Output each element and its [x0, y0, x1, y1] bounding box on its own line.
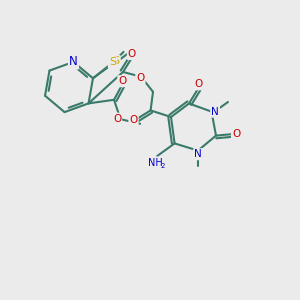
- Text: O: O: [118, 76, 127, 86]
- Text: O: O: [129, 115, 138, 125]
- Text: O: O: [136, 73, 145, 83]
- Text: NH: NH: [148, 158, 163, 168]
- Text: N: N: [69, 56, 78, 68]
- Text: O: O: [113, 114, 121, 124]
- Text: S: S: [112, 56, 120, 66]
- Text: 2: 2: [160, 163, 165, 169]
- Text: O: O: [128, 49, 136, 59]
- Text: N: N: [194, 149, 202, 159]
- Text: N: N: [211, 106, 219, 117]
- Text: O: O: [232, 129, 240, 139]
- Text: O: O: [194, 79, 203, 89]
- Text: S: S: [109, 57, 116, 68]
